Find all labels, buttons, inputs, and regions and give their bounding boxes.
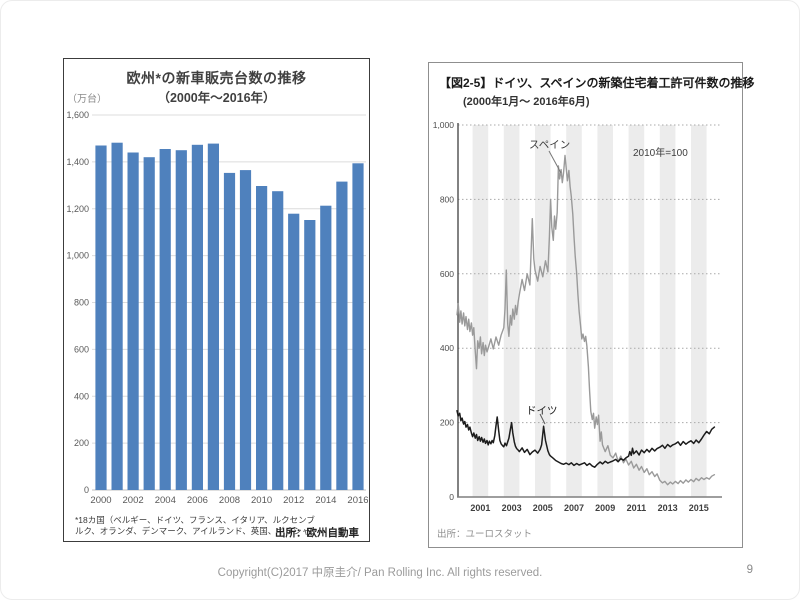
bar-2015 bbox=[336, 181, 348, 490]
left-chart-subtitle: （2000年～2016年） bbox=[157, 91, 276, 105]
spain-series-line bbox=[456, 154, 716, 486]
y-axis-tick-label: 1,000 bbox=[66, 251, 89, 261]
year-band-2007 bbox=[566, 125, 582, 497]
housing-permits-line-chart: 0 200 400 600 800 1,000 2001 2003 2005 2007 2009 20… bbox=[433, 120, 722, 513]
left-chart-y-axis-unit-label: （万台） bbox=[67, 94, 107, 105]
x-axis-tick-label: 2007 bbox=[564, 503, 584, 513]
footer: Copyright(C)2017 中原圭介/ Pan Rolling Inc. … bbox=[1, 564, 799, 588]
right-chart-subtitle: (2000年1月～ 2016年6月) bbox=[463, 96, 590, 108]
y-axis-tick-label: 1,600 bbox=[66, 110, 89, 120]
bar-2010 bbox=[256, 186, 268, 490]
copyright-text: Copyright(C)2017 中原圭介/ Pan Rolling Inc. … bbox=[217, 567, 543, 579]
x-axis-tick-label: 2003 bbox=[502, 503, 522, 513]
bar-2012 bbox=[288, 213, 300, 490]
right-chart-source: 出所：ユーロスタット bbox=[437, 529, 533, 540]
germany-series-line bbox=[456, 409, 716, 468]
x-axis-tick-label: 2001 bbox=[470, 503, 490, 513]
bar-2000 bbox=[95, 145, 107, 490]
x-axis-tick-label: 2006 bbox=[187, 495, 208, 506]
right-chart-title: 【図2-5】ドイツ、スペインの新築住宅着工許可件数の推移 bbox=[439, 76, 755, 90]
left-chart-footnote-line2: ルク、オランダ、デンマーク、アイルランド、英国、ギリシャ、 bbox=[75, 526, 319, 536]
spain-series-label: スペイン bbox=[529, 139, 571, 151]
housing-permits-chart-panel: 【図2-5】ドイツ、スペインの新築住宅着工許可件数の推移 (2000年1月～ 2… bbox=[428, 62, 755, 548]
x-axis-tick-label: 2010 bbox=[251, 495, 272, 506]
x-axis-tick-label: 2016 bbox=[347, 495, 368, 506]
y-axis-tick-label: 200 bbox=[440, 418, 454, 428]
year-band-2005 bbox=[535, 125, 551, 497]
bar-2001 bbox=[111, 142, 123, 490]
left-chart-source: 出所：欧州自動車 bbox=[275, 527, 359, 539]
y-axis-tick-label: 0 bbox=[449, 492, 454, 502]
y-axis-tick-label: 400 bbox=[74, 391, 89, 401]
bar-2008 bbox=[223, 172, 236, 490]
bar-2002 bbox=[127, 152, 139, 490]
year-band-2011 bbox=[628, 125, 645, 497]
germany-label-leader-line bbox=[539, 413, 546, 425]
y-axis-tick-label: 1,200 bbox=[66, 204, 89, 214]
bar-2014 bbox=[320, 205, 332, 490]
year-band-2003 bbox=[503, 125, 520, 497]
y-axis-tick-label: 0 bbox=[84, 485, 89, 495]
europe-car-sales-bar-chart: 0 200 400 600 800 1,000 1,200 1,400 1,600 2000 200… bbox=[66, 110, 368, 506]
bar-2004 bbox=[159, 149, 171, 490]
bar-2013 bbox=[304, 220, 316, 490]
germany-series-label: ドイツ bbox=[526, 405, 558, 417]
bar-2009 bbox=[239, 170, 252, 490]
year-band-2009 bbox=[597, 125, 613, 497]
y-axis-tick-label: 800 bbox=[440, 194, 454, 204]
year-band-2013 bbox=[659, 125, 676, 497]
europe-car-sales-chart-panel: 欧州*の新車販売台数の推移 （2000年～2016年） （万台） 0 200 400… bbox=[63, 58, 370, 542]
bar-2005 bbox=[175, 150, 187, 490]
x-axis-tick-label: 2002 bbox=[123, 495, 144, 506]
left-chart-footnote-line1: *18カ国（ベルギー、ドイツ、フランス、イタリア、ルクセンブ bbox=[75, 515, 315, 525]
bar-2011 bbox=[272, 191, 284, 490]
page-number: 9 bbox=[746, 564, 753, 576]
x-axis-tick-label: 2005 bbox=[533, 503, 553, 513]
x-axis-tick-label: 2015 bbox=[689, 503, 709, 513]
x-axis-tick-label: 2004 bbox=[155, 495, 176, 506]
x-axis-tick-label: 2009 bbox=[595, 503, 615, 513]
x-axis-tick-label: 2012 bbox=[283, 495, 304, 506]
year-band-2015 bbox=[691, 125, 707, 497]
y-axis-tick-label: 1,000 bbox=[433, 120, 455, 130]
y-axis-tick-label: 400 bbox=[440, 343, 454, 353]
x-axis-tick-label: 2008 bbox=[219, 495, 240, 506]
year-band-2001 bbox=[472, 125, 489, 497]
y-axis-tick-label: 600 bbox=[74, 344, 89, 354]
x-axis-tick-label: 2013 bbox=[658, 503, 678, 513]
y-axis-tick-label: 1,400 bbox=[66, 157, 89, 167]
bar-2003 bbox=[143, 157, 155, 490]
x-axis-tick-label: 2011 bbox=[627, 503, 647, 513]
bar-2007 bbox=[207, 143, 219, 490]
left-chart-title: 欧州*の新車販売台数の推移 bbox=[126, 70, 307, 86]
index-base-annotation: 2010年=100 bbox=[633, 148, 688, 159]
x-axis-tick-label: 2014 bbox=[315, 495, 336, 506]
bar-2006 bbox=[191, 144, 203, 491]
x-axis-tick-label: 2000 bbox=[90, 495, 111, 506]
y-axis-tick-label: 800 bbox=[74, 298, 89, 308]
bar-2016 bbox=[352, 163, 364, 491]
y-axis-tick-label: 200 bbox=[74, 438, 89, 448]
spain-label-leader-line bbox=[548, 150, 562, 174]
y-axis-tick-label: 600 bbox=[440, 269, 454, 279]
